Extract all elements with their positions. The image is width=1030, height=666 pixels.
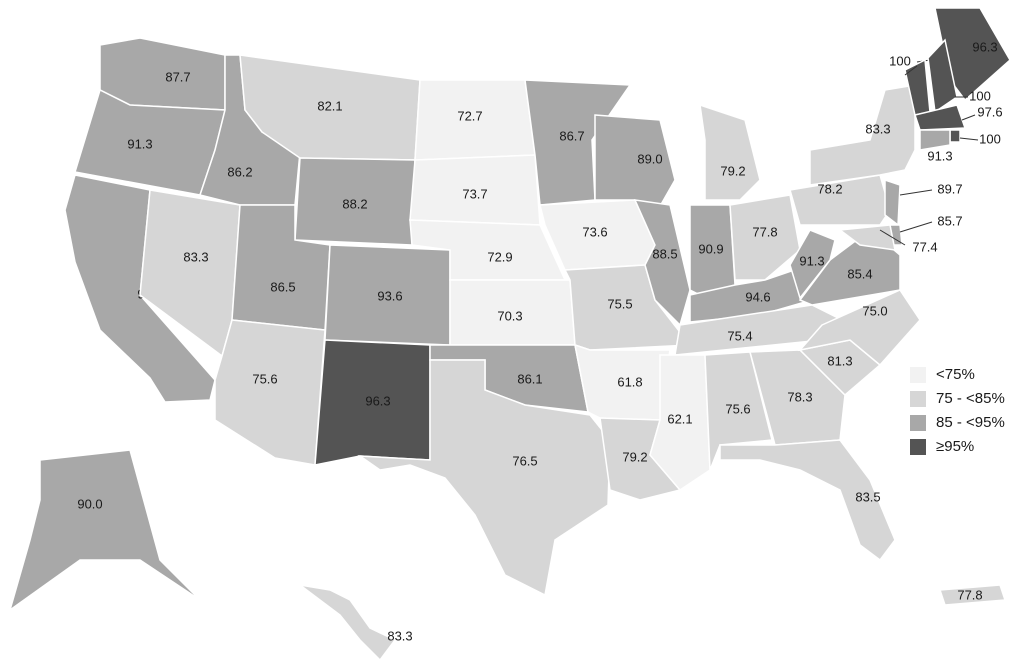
legend-swatch [910,367,926,383]
value-label: 73.6 [582,224,607,239]
legend-label: 75 - <85% [936,390,1005,407]
value-label: 78.2 [817,181,842,196]
value-label: 75.6 [725,401,750,416]
value-label: 77.4 [912,239,937,254]
value-label: 88.2 [342,196,367,211]
value-label: 85.7 [937,213,962,228]
value-label: 75.5 [607,296,632,311]
value-label: 86.2 [227,164,252,179]
value-label: 70.3 [497,308,522,323]
value-label: 86.1 [517,371,542,386]
region [214,319,326,466]
region [633,199,691,327]
region [884,178,901,227]
value-label: 75.4 [727,328,752,343]
legend-label: 85 - <95% [936,414,1005,431]
value-label: 96.3 [365,393,390,408]
leader-line [959,137,979,141]
value-label: 100 [969,88,991,103]
value-label: 100 [889,53,911,68]
value-label: 88.5 [652,246,677,261]
value-label: 94.6 [745,289,770,304]
value-label: 91.3 [127,136,152,151]
region [719,439,896,562]
value-label: 78.3 [787,389,812,404]
legend-label: ≥95% [936,438,974,455]
value-label: 83.5 [855,489,880,504]
value-label: 79.2 [720,163,745,178]
region [789,229,836,300]
region [299,584,397,662]
region [938,584,1007,606]
value-label: 83.3 [387,628,412,643]
value-label: 91.3 [799,253,824,268]
value-label: 89.7 [937,181,962,196]
value-label: 75.6 [252,371,277,386]
value-label: 100 [979,131,1001,146]
value-label: 86.7 [559,128,584,143]
value-label: 86.5 [270,279,295,294]
leader-line [961,114,976,121]
value-label: 72.7 [457,108,482,123]
value-label: 93.6 [377,288,402,303]
region [704,351,773,471]
region [729,194,801,281]
legend-swatch [910,391,926,407]
value-label: 62.1 [667,411,692,426]
legend-label: <75% [936,366,975,383]
leader-line [904,65,918,76]
value-label: 97.6 [977,104,1002,119]
region [357,359,611,597]
value-label: 79.2 [622,449,647,464]
value-label: 77.8 [752,224,777,239]
value-label: 75.0 [862,303,887,318]
value-label: 96.3 [972,39,997,54]
region [919,129,951,151]
value-label: 85.4 [847,266,872,281]
leader-line [899,221,933,233]
region [699,103,761,201]
region [749,349,846,446]
value-label: 91.3 [927,148,952,163]
value-label: 77.8 [957,587,982,602]
value-label: 83.3 [183,249,208,264]
region [8,449,201,612]
value-label: 87.7 [165,69,190,84]
region [914,104,967,131]
legend-swatch [910,415,926,431]
leader-line [879,229,906,246]
value-label: 82.1 [317,98,342,113]
region [949,129,961,143]
value-label: 72.9 [487,249,512,264]
value-label: 83.3 [865,121,890,136]
region [809,84,916,186]
value-label: 76.5 [512,453,537,468]
value-label: 90.9 [698,241,723,256]
value-label: 81.3 [827,353,852,368]
leader-line [899,189,933,196]
value-label: 73.7 [462,186,487,201]
legend-swatch [910,439,926,455]
value-label: 89.0 [637,151,662,166]
value-label: 90.0 [77,496,102,511]
value-label: 61.8 [617,374,642,389]
